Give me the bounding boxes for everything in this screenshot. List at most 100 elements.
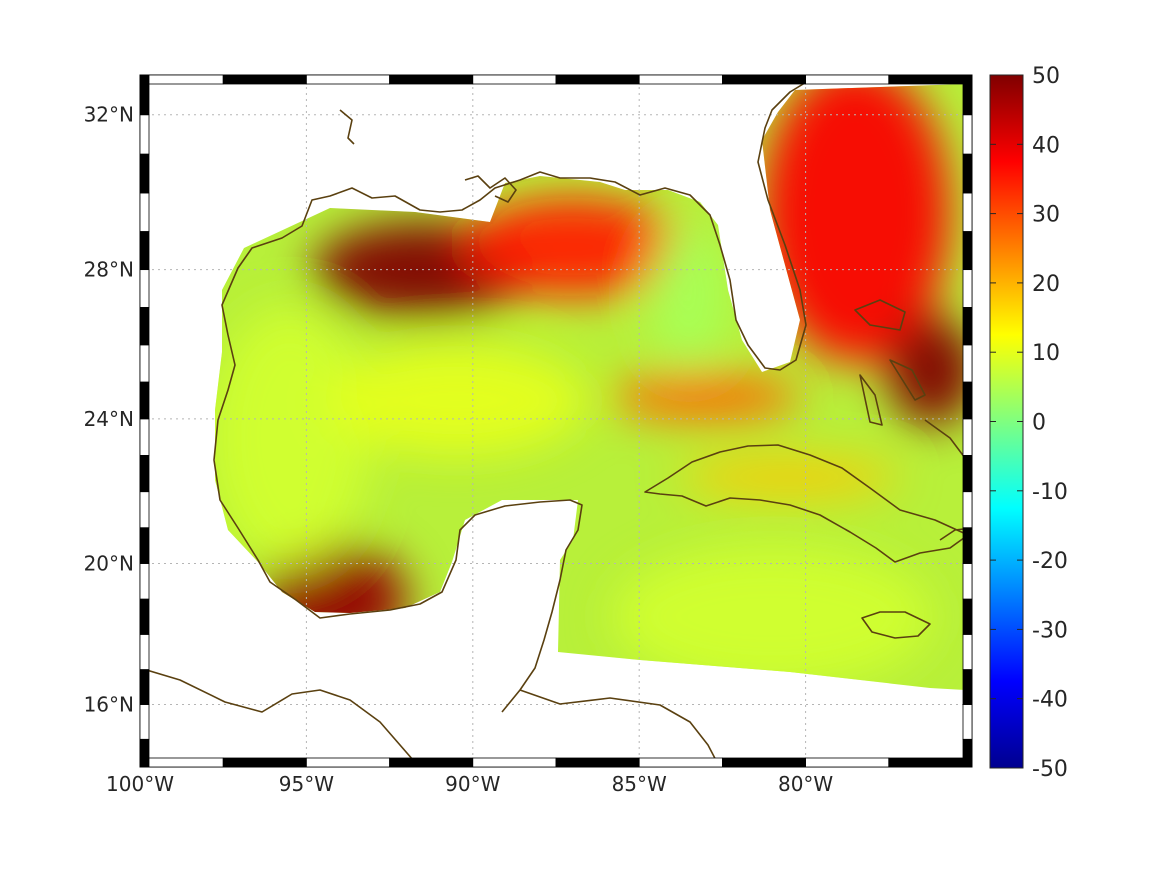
colorbar-ticks: 50 40 30 20 10 0 -10 -20 -30 -40 -50 <box>990 64 1068 782</box>
frame-segment-right <box>962 381 973 420</box>
frame-segment-left <box>139 153 150 194</box>
jamaica-coast <box>861 611 931 639</box>
frame-segment-top <box>805 74 890 85</box>
frame-segment-bottom <box>472 757 557 768</box>
frame-segment-left <box>139 74 150 116</box>
frame-segment-right <box>962 344 973 383</box>
frame-segment-bottom <box>389 757 474 768</box>
cuba-coast <box>644 444 969 563</box>
frame-segment-left <box>139 454 150 493</box>
field-region-florida-straits <box>610 374 801 419</box>
frame-segment-right <box>962 418 973 456</box>
frame-segment-right <box>962 114 973 155</box>
colorbar-tick-label: -50 <box>1032 757 1068 782</box>
frame-segment-bottom <box>638 757 723 768</box>
frame-segment-top <box>222 74 307 85</box>
frame-segment-bottom <box>222 757 307 768</box>
frame-segment-right <box>962 738 973 768</box>
mexico-coast <box>213 334 583 713</box>
colorbar-tick-label: -20 <box>1032 549 1068 574</box>
colorbar: 50 40 30 20 10 0 -10 -20 -30 -40 -50 <box>989 64 1068 782</box>
frame-segment-right <box>962 527 973 564</box>
frame-segment-right <box>962 491 973 529</box>
lat-tick-label: 20°N <box>84 551 134 575</box>
lon-tick-label: 100°W <box>106 772 174 796</box>
lat-tick-label: 32°N <box>84 103 134 127</box>
frame-segment-left <box>139 114 150 155</box>
frame-segment-right <box>962 153 973 194</box>
frame-segment-right <box>962 231 973 271</box>
frame-segment-bottom <box>888 757 973 768</box>
frame-segment-left <box>139 307 150 346</box>
frame-segment-left <box>139 269 150 308</box>
frame-segment-left <box>139 738 150 768</box>
colorbar-tick-label: 50 <box>1032 64 1060 89</box>
lon-tick-label: 85°W <box>612 772 667 796</box>
frame-segment-left <box>139 598 150 635</box>
bahamas-coast <box>854 299 966 459</box>
frame-segment-left <box>139 491 150 529</box>
frame-segment-right <box>962 669 973 705</box>
lon-tick-label: 95°W <box>279 772 334 796</box>
frame-segment-top <box>722 74 807 85</box>
frame-segment-left <box>139 344 150 383</box>
frame-segment-top <box>389 74 474 85</box>
frame-segment-left <box>139 418 150 456</box>
frame-segment-right <box>962 454 973 493</box>
frame-segment-top <box>638 74 723 85</box>
frame-segment-bottom <box>555 757 640 768</box>
grid-lines <box>140 75 972 767</box>
field-layer <box>215 84 965 690</box>
field-region-central-gulf <box>326 345 587 456</box>
lon-tick-label: 80°W <box>778 772 833 796</box>
colorbar-tick-label: 10 <box>1032 341 1060 366</box>
colorbar-tick-label: -30 <box>1032 618 1068 643</box>
us-gulf-coast <box>221 75 819 371</box>
honduras-coast <box>519 689 721 767</box>
central-america-coast <box>140 667 421 767</box>
inland-lake <box>339 109 355 145</box>
frame-segment-right <box>962 704 973 740</box>
lon-tick-label: 90°W <box>445 772 500 796</box>
frame-segment-top <box>139 74 224 85</box>
frame-segment-bottom <box>722 757 807 768</box>
frame-segment-right <box>962 633 973 670</box>
frame-segment-top <box>472 74 557 85</box>
frame-segment-right <box>962 74 973 116</box>
lat-tick-label: 24°N <box>84 407 134 431</box>
lat-tick-label: 16°N <box>84 693 134 717</box>
frame-segment-bottom <box>305 757 390 768</box>
latitude-labels: 16°N 20°N 24°N 28°N 32°N <box>84 103 134 717</box>
frame-segment-left <box>139 704 150 740</box>
colorbar-tick-label: -40 <box>1032 688 1068 713</box>
lat-tick-label: 28°N <box>84 258 134 282</box>
colorbar-tick-label: 40 <box>1032 133 1060 158</box>
coastlines <box>140 75 972 767</box>
colorbar-tick-label: -10 <box>1032 480 1068 505</box>
colorbar-tick-label: 0 <box>1032 411 1046 436</box>
frame-segment-left <box>139 231 150 271</box>
frame-segment-right <box>962 563 973 600</box>
field-region-west-gulf <box>215 307 370 568</box>
field-region-cuba-north <box>678 459 899 496</box>
colorbar-tick-label: 20 <box>1032 272 1060 297</box>
frame-segment-right <box>962 192 973 232</box>
frame-segment-left <box>139 563 150 600</box>
frame-segment-left <box>139 633 150 670</box>
longitude-labels: 100°W 95°W 90°W 85°W 80°W <box>106 772 833 796</box>
mississippi-delta <box>464 175 517 203</box>
frame-segment-right <box>962 269 973 308</box>
frame-segment-left <box>139 192 150 232</box>
frame-segment-left <box>139 527 150 564</box>
frame-segment-left <box>139 669 150 705</box>
map-frame <box>139 74 973 768</box>
frame-segment-bottom <box>139 757 224 768</box>
frame-segment-right <box>962 598 973 635</box>
frame-segment-left <box>139 381 150 420</box>
field-region-caribbean <box>612 546 933 687</box>
colorbar-tick-label: 30 <box>1032 203 1060 228</box>
field-region-bahamas <box>887 315 965 426</box>
frame-segment-top <box>555 74 640 85</box>
field-region-west-florida-shelf <box>649 226 730 367</box>
